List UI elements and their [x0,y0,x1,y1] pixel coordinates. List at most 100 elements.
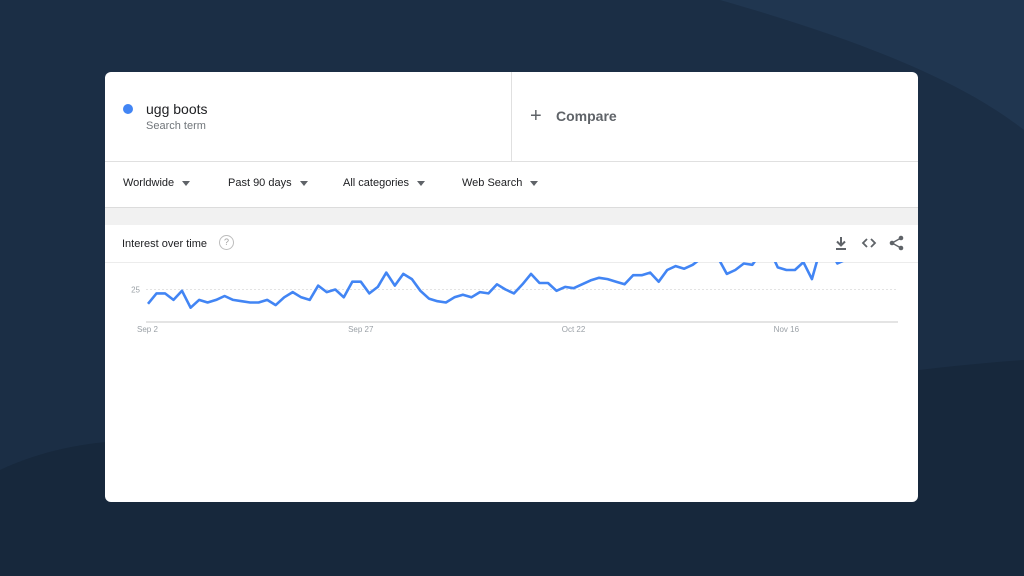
data-point[interactable] [597,276,601,280]
search-term-row: ugg boots Search term + Compare [105,72,918,162]
data-point[interactable] [657,280,661,284]
download-icon[interactable] [832,234,850,252]
data-point[interactable] [512,291,516,295]
dropdown-arrow-icon [182,180,191,186]
data-point[interactable] [308,298,312,302]
dropdown-arrow-icon [299,180,308,186]
data-point[interactable] [240,299,244,303]
y-tick-label: 25 [131,286,140,295]
data-point[interactable] [410,277,414,281]
data-point[interactable] [469,295,473,299]
data-point[interactable] [214,298,218,302]
data-point[interactable] [291,290,295,294]
data-point[interactable] [835,262,839,266]
filter-category-label: All categories [343,177,410,189]
data-point[interactable] [606,277,610,281]
data-point[interactable] [197,298,201,302]
data-point[interactable] [350,280,354,284]
section-divider [105,208,918,225]
search-term-sublabel: Search term [146,120,206,132]
data-point[interactable] [333,288,337,292]
search-term-name: ugg boots [146,101,208,117]
data-point[interactable] [504,288,508,292]
data-point[interactable] [623,282,627,286]
data-point[interactable] [342,295,346,299]
data-point[interactable] [427,297,431,301]
share-icon[interactable] [888,234,906,252]
data-point[interactable] [274,303,278,307]
data-point[interactable] [180,289,184,293]
compare-button[interactable]: + Compare [530,106,617,126]
data-point[interactable] [674,264,678,268]
data-point[interactable] [418,289,422,293]
data-point[interactable] [750,263,754,267]
data-point[interactable] [572,286,576,290]
data-point[interactable] [521,282,525,286]
data-point[interactable] [793,268,797,272]
data-point[interactable] [495,282,499,286]
filter-search-type[interactable]: Web Search [462,177,539,189]
data-point[interactable] [223,294,227,298]
x-tick-label: Oct 22 [562,325,586,334]
data-point[interactable] [640,273,644,277]
plus-icon: + [530,105,542,127]
data-point[interactable] [665,268,669,272]
data-point[interactable] [172,298,176,302]
data-point[interactable] [529,272,533,276]
data-point[interactable] [367,291,371,295]
data-point[interactable] [563,285,567,289]
data-point[interactable] [478,290,482,294]
data-point[interactable] [580,282,584,286]
data-point[interactable] [401,272,405,276]
filter-category[interactable]: All categories [343,177,426,189]
embed-icon[interactable] [860,234,878,252]
data-point[interactable] [589,278,593,282]
series-color-dot [123,104,133,114]
data-point[interactable] [206,301,210,305]
data-point[interactable] [155,291,159,295]
data-point[interactable] [461,293,465,297]
data-point[interactable] [810,277,814,281]
filter-bar: Worldwide Past 90 days All categories We… [105,162,918,208]
data-point[interactable] [384,271,388,275]
data-point[interactable] [776,265,780,269]
data-point[interactable] [231,298,235,302]
data-point[interactable] [257,301,261,305]
data-point[interactable] [325,290,329,294]
data-point[interactable] [316,284,320,288]
data-point[interactable] [538,281,542,285]
data-point[interactable] [393,284,397,288]
data-point[interactable] [691,263,695,267]
data-point[interactable] [265,298,269,302]
search-term-box[interactable]: ugg boots Search term [105,72,512,161]
data-point[interactable] [733,268,737,272]
data-point[interactable] [282,295,286,299]
data-point[interactable] [189,306,193,310]
filter-location-label: Worldwide [123,177,175,189]
data-point[interactable] [487,291,491,295]
data-point[interactable] [784,268,788,272]
data-point[interactable] [248,301,252,305]
filter-location[interactable]: Worldwide [123,177,191,189]
x-tick-label: Sep 2 [137,325,158,334]
data-point[interactable] [359,280,363,284]
data-point[interactable] [555,289,559,293]
data-point[interactable] [725,272,729,276]
series-line[interactable] [146,262,897,310]
data-point[interactable] [614,280,618,284]
data-point[interactable] [444,301,448,305]
data-point[interactable] [299,295,303,299]
data-point[interactable] [682,267,686,271]
data-point[interactable] [648,271,652,275]
data-point[interactable] [631,273,635,277]
panel-title: Interest over time [122,238,207,250]
x-tick-label: Nov 16 [774,325,800,334]
data-point[interactable] [146,302,150,306]
data-point[interactable] [376,285,380,289]
data-point[interactable] [546,281,550,285]
data-point[interactable] [435,299,439,303]
filter-time-range[interactable]: Past 90 days [228,177,308,189]
data-point[interactable] [163,291,167,295]
data-point[interactable] [452,295,456,299]
help-icon[interactable]: ? [219,235,234,250]
